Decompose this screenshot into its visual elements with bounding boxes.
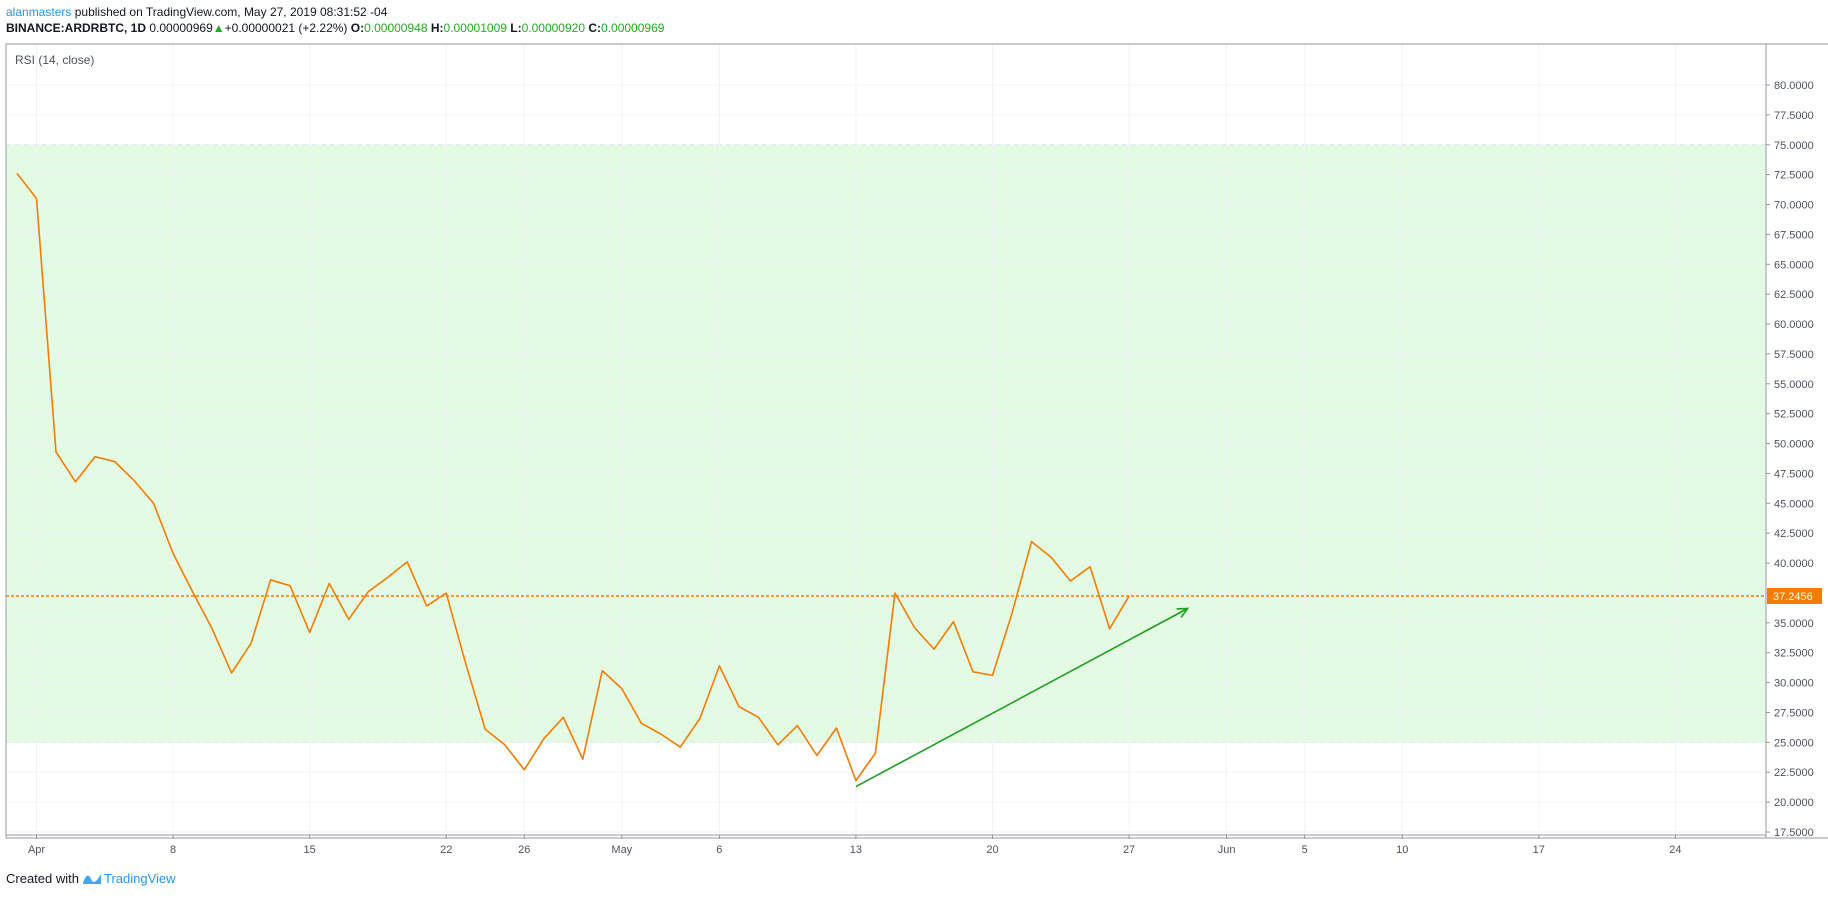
y-tick-label: 30.0000 <box>1774 678 1814 690</box>
price-axis[interactable]: 80.0000 77.5000 75.0000 72.5000 70.0000 67.50… <box>1766 80 1822 839</box>
close-label: C: <box>588 21 602 35</box>
x-tick-label: Jun <box>1218 844 1236 856</box>
y-tick-label: 62.5000 <box>1774 289 1814 301</box>
rsi-series <box>6 172 1766 782</box>
y-tick-label: 47.5000 <box>1774 468 1814 480</box>
x-tick-label: 5 <box>1302 844 1308 856</box>
x-tick-label: 26 <box>518 844 530 856</box>
y-tick-label: 67.5000 <box>1774 229 1814 241</box>
tradingview-logo-icon <box>82 874 101 884</box>
tradingview-brand-text: TradingView <box>103 871 176 886</box>
y-tick-label: 60.0000 <box>1774 319 1814 331</box>
y-tick-label: 77.5000 <box>1774 110 1814 122</box>
y-tick-label: 55.0000 <box>1774 379 1814 391</box>
x-tick-label: 27 <box>1123 844 1135 856</box>
y-tick-label: 52.5000 <box>1774 409 1814 421</box>
open-value: 0.00000948 <box>364 21 428 35</box>
y-tick-label: 50.0000 <box>1774 439 1814 451</box>
current-value-label: 37.2456 <box>1773 591 1813 603</box>
price-change: +0.00000021 (+2.22%) <box>224 21 348 35</box>
symbol-info: BINANCE:ARDRBTC, 1D 0.00000969▲+0.000000… <box>6 21 664 35</box>
y-tick-label: 20.0000 <box>1774 797 1814 809</box>
x-tick-label: 13 <box>850 844 862 856</box>
y-tick-label: 70.0000 <box>1774 200 1814 212</box>
publish-info: alanmasters published on TradingView.com… <box>6 5 387 19</box>
indicator-label[interactable]: RSI (14, close) <box>15 53 94 67</box>
rsi-line[interactable] <box>16 172 1130 782</box>
tradingview-link[interactable]: TradingView <box>82 871 176 886</box>
published-text: published on TradingView.com, May 27, 20… <box>74 5 388 19</box>
y-tick-label: 42.5000 <box>1774 528 1814 540</box>
author-link[interactable]: alanmasters <box>6 5 72 19</box>
last-price: 0.00000969 <box>149 21 213 35</box>
low-value: 0.00000920 <box>521 21 585 35</box>
y-tick-label: 40.0000 <box>1774 558 1814 570</box>
y-tick-label: 32.5000 <box>1774 648 1814 660</box>
y-tick-label: 25.0000 <box>1774 737 1814 749</box>
x-tick-label: 6 <box>716 844 722 856</box>
high-value: 0.00001009 <box>443 21 507 35</box>
y-tick-label: 45.0000 <box>1774 498 1814 510</box>
x-tick-label: 10 <box>1396 844 1408 856</box>
x-tick-label: 24 <box>1669 844 1681 856</box>
x-tick-label: May <box>611 844 632 856</box>
y-tick-label: 65.0000 <box>1774 259 1814 271</box>
x-tick-label: 20 <box>986 844 998 856</box>
x-tick-label: 15 <box>304 844 316 856</box>
y-tick-label: 80.0000 <box>1774 80 1814 92</box>
y-tick-label: 17.5000 <box>1774 827 1814 839</box>
low-label: L: <box>510 21 522 35</box>
y-tick-label: 75.0000 <box>1774 140 1814 152</box>
close-value: 0.00000969 <box>601 21 665 35</box>
created-with-text: Created with <box>6 871 79 886</box>
x-tick-label: 17 <box>1533 844 1545 856</box>
y-tick-label: 35.0000 <box>1774 618 1814 630</box>
x-tick-label: Apr <box>28 844 45 856</box>
y-tick-label: 72.5000 <box>1774 170 1814 182</box>
high-label: H: <box>430 21 444 35</box>
y-tick-label: 57.5000 <box>1774 349 1814 361</box>
trend-arrow-line[interactable] <box>855 607 1188 788</box>
time-axis[interactable]: Apr 8 15 22 26 May 6 13 20 27 Jun 5 10 17 24 <box>28 835 1682 856</box>
symbol-name: BINANCE:ARDRBTC, 1D <box>6 21 146 35</box>
y-tick-label: 27.5000 <box>1774 707 1814 719</box>
trend-arrow-head[interactable] <box>1176 607 1190 618</box>
up-arrow-icon: ▲ <box>212 21 225 35</box>
y-tick-label: 22.5000 <box>1774 767 1814 779</box>
current-value-badge <box>1767 588 1822 605</box>
grid-lines <box>6 44 1766 838</box>
plot-border <box>5 43 1828 839</box>
open-label: O: <box>350 21 365 35</box>
x-tick-label: 22 <box>440 844 452 856</box>
x-tick-label: 8 <box>170 844 176 856</box>
chart-frame <box>5 43 1828 839</box>
footer: Created with TradingView <box>6 871 176 886</box>
trend-arrow[interactable] <box>855 607 1190 788</box>
